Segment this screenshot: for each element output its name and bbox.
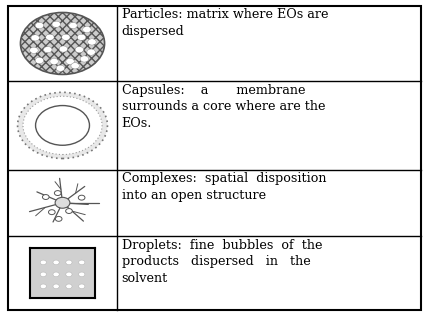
Circle shape [30,47,38,53]
Circle shape [80,56,89,62]
Circle shape [66,284,72,289]
Circle shape [46,34,54,40]
Circle shape [54,191,61,196]
Circle shape [42,195,49,199]
Circle shape [79,272,85,276]
Circle shape [79,260,85,265]
Circle shape [48,210,55,215]
Circle shape [40,260,46,265]
Circle shape [79,284,85,289]
Circle shape [66,272,72,276]
Text: Complexes:  spatial  disposition
into an open structure: Complexes: spatial disposition into an o… [121,172,326,202]
Circle shape [35,22,44,28]
Circle shape [50,58,58,64]
Circle shape [31,35,39,41]
Circle shape [77,34,86,40]
Circle shape [53,260,59,265]
Circle shape [21,13,105,75]
Circle shape [40,284,46,289]
Circle shape [59,46,67,52]
Circle shape [79,195,85,200]
Circle shape [66,260,72,265]
Text: Capsules:    a       membrane
surrounds a core where are the
EOs.: Capsules: a membrane surrounds a core wh… [121,84,325,130]
Circle shape [87,49,95,55]
Circle shape [18,92,107,159]
Circle shape [35,58,44,64]
Circle shape [53,284,59,289]
Circle shape [53,272,59,276]
Circle shape [55,197,70,208]
Circle shape [71,63,79,69]
Circle shape [83,27,91,33]
Circle shape [62,34,70,40]
Text: Particles: matrix where EOs are
dispersed: Particles: matrix where EOs are disperse… [121,8,328,38]
Circle shape [69,22,77,28]
Circle shape [44,46,52,53]
Circle shape [75,46,84,53]
Circle shape [88,39,96,45]
Circle shape [55,216,62,221]
Circle shape [23,96,102,155]
Circle shape [52,21,60,27]
Text: Droplets:  fine  bubbles  of  the
products   dispersed   in   the
solvent: Droplets: fine bubbles of the products d… [121,239,322,284]
Circle shape [40,272,46,276]
Bar [30,248,94,298]
Circle shape [66,209,73,214]
Circle shape [36,106,90,145]
Circle shape [56,65,65,71]
Circle shape [66,58,74,64]
